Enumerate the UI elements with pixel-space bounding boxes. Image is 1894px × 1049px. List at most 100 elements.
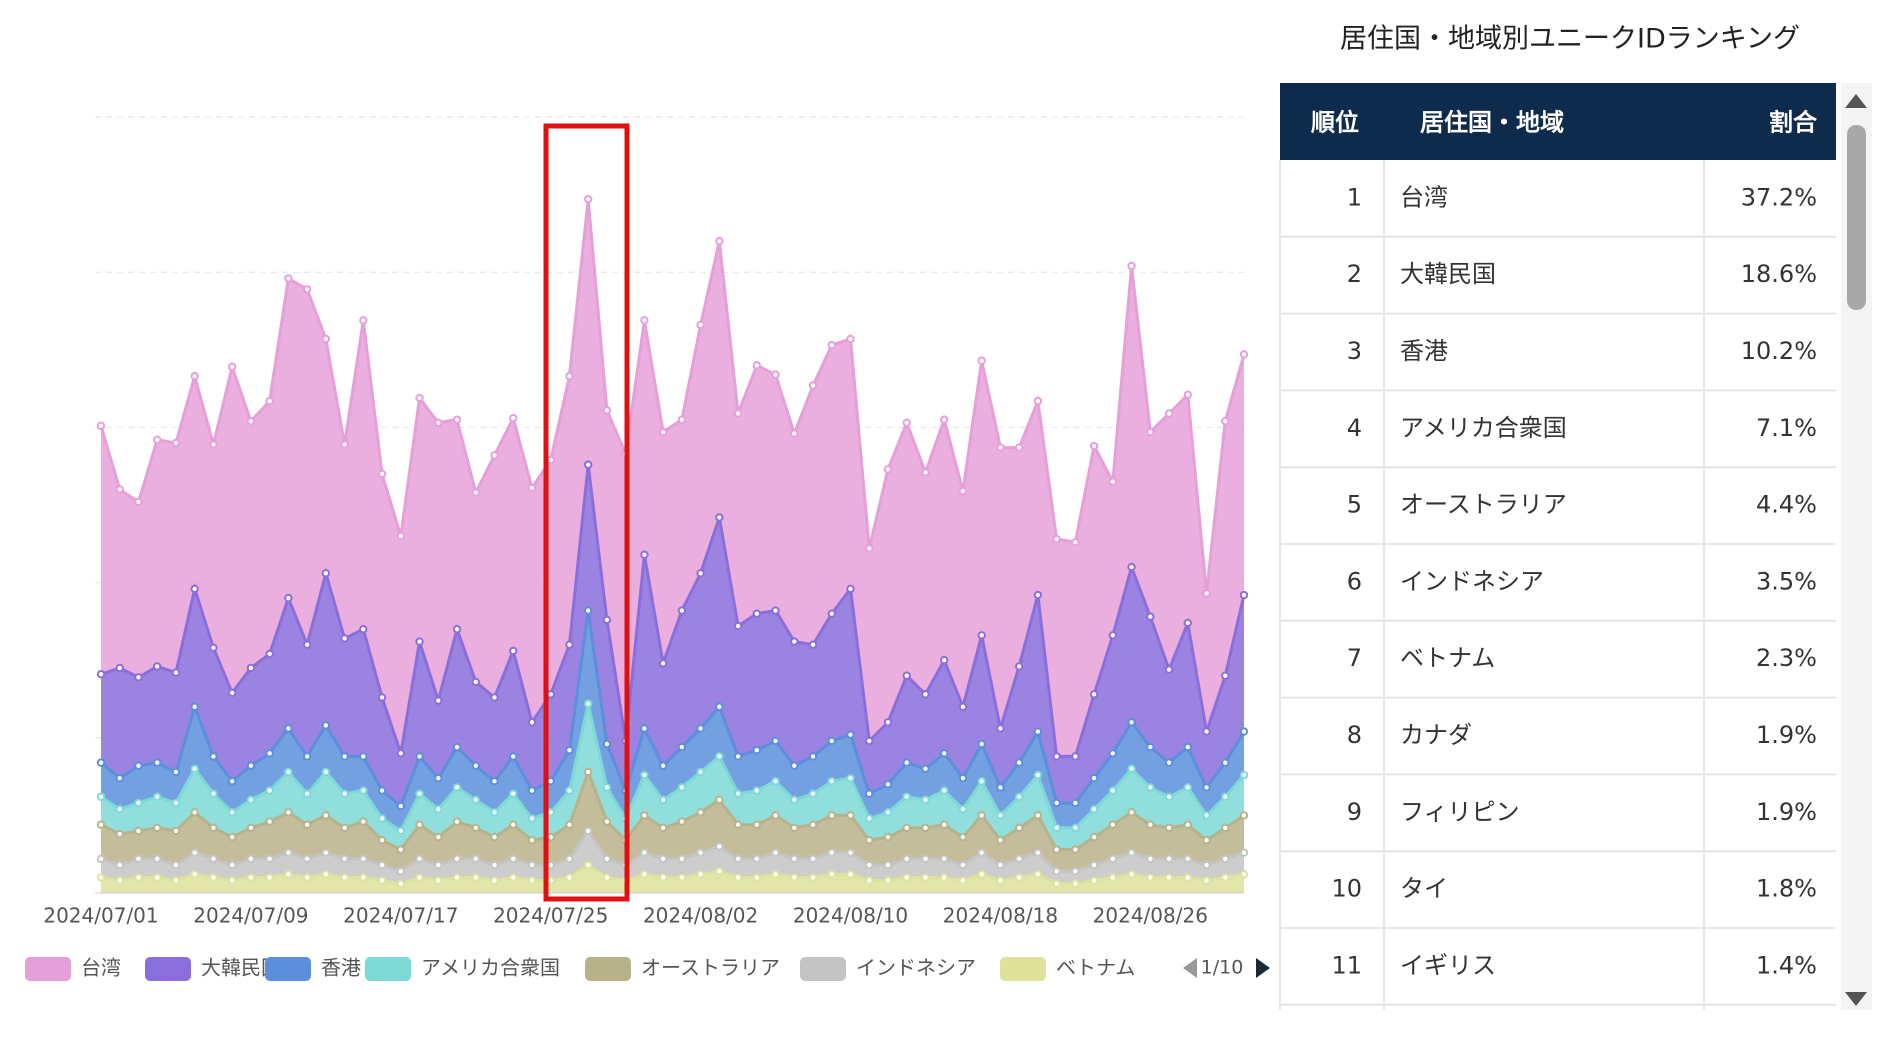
point <box>377 814 387 823</box>
scroll-down[interactable] <box>1845 992 1867 1006</box>
point <box>452 783 462 792</box>
point <box>977 777 986 786</box>
point <box>1221 873 1230 882</box>
point <box>733 752 743 761</box>
point <box>302 285 312 294</box>
point <box>265 749 274 758</box>
legend-swatch <box>800 957 846 981</box>
point <box>490 832 499 842</box>
point <box>602 854 612 864</box>
table-cell: 1.9% <box>1756 721 1817 749</box>
point <box>1089 832 1099 842</box>
point <box>415 820 424 829</box>
point <box>958 832 968 842</box>
point <box>377 469 387 479</box>
point <box>115 876 124 885</box>
scroll-thumb[interactable] <box>1847 125 1866 310</box>
point <box>227 832 237 842</box>
point <box>846 848 855 857</box>
point <box>209 440 218 449</box>
point <box>958 702 968 711</box>
point <box>359 316 368 325</box>
point <box>359 624 368 634</box>
point <box>939 749 949 758</box>
point <box>790 795 799 805</box>
legend-page: 1/10 <box>1201 957 1244 979</box>
point <box>640 724 649 733</box>
point <box>846 870 855 879</box>
table-cell: オーストラリア <box>1400 491 1567 519</box>
point <box>96 758 106 767</box>
point <box>209 752 218 761</box>
point <box>134 826 143 836</box>
point <box>153 435 162 445</box>
point <box>565 820 574 829</box>
point <box>396 826 406 836</box>
point <box>565 786 574 795</box>
point <box>827 848 836 857</box>
point <box>883 832 893 842</box>
point <box>1146 854 1155 864</box>
legend-next[interactable] <box>1256 958 1270 978</box>
point <box>883 718 893 727</box>
point <box>1108 854 1118 864</box>
x-tick-label: 2024/07/01 <box>43 904 158 928</box>
point <box>396 845 406 854</box>
point <box>658 854 668 864</box>
point <box>939 786 949 795</box>
point <box>527 814 537 823</box>
point <box>771 848 780 857</box>
point <box>134 497 143 507</box>
point <box>939 415 949 424</box>
table-cell: 5 <box>1347 491 1362 519</box>
point <box>490 808 499 817</box>
point <box>321 569 331 578</box>
point <box>902 823 911 833</box>
point <box>1089 690 1099 699</box>
point <box>790 823 799 833</box>
point <box>865 860 874 870</box>
point <box>302 854 312 864</box>
legend-prev[interactable] <box>1183 958 1197 978</box>
point <box>846 773 855 783</box>
point <box>209 823 218 833</box>
header-cell: 割合 <box>1769 109 1818 137</box>
table-cell: カナダ <box>1400 721 1472 749</box>
table-cell: 7.1% <box>1756 414 1817 442</box>
point <box>171 668 181 677</box>
point <box>265 649 274 659</box>
point <box>396 801 406 811</box>
point <box>340 854 349 864</box>
table-cell: インドネシア <box>1400 567 1544 595</box>
table-cell: 7 <box>1347 644 1362 672</box>
point <box>1239 811 1249 820</box>
point <box>1089 860 1099 870</box>
point <box>1033 848 1043 857</box>
point <box>190 870 199 879</box>
point <box>1033 590 1043 600</box>
point <box>921 854 930 864</box>
point <box>1146 820 1155 829</box>
point <box>1146 783 1155 792</box>
point <box>452 742 462 752</box>
table-cell: イギリス <box>1400 951 1496 979</box>
point <box>808 752 818 761</box>
point <box>134 854 143 864</box>
point <box>321 721 331 730</box>
point <box>1052 845 1061 854</box>
point <box>771 777 780 786</box>
point <box>190 702 199 711</box>
point <box>490 777 499 786</box>
point <box>939 873 949 882</box>
point <box>1202 860 1211 870</box>
point <box>921 764 930 774</box>
point <box>396 531 406 541</box>
point <box>996 724 1005 733</box>
point <box>227 808 237 817</box>
point <box>771 606 780 615</box>
point <box>377 836 387 845</box>
point <box>434 832 443 842</box>
point <box>808 820 818 829</box>
point <box>865 544 874 553</box>
scroll-up[interactable] <box>1845 94 1867 108</box>
